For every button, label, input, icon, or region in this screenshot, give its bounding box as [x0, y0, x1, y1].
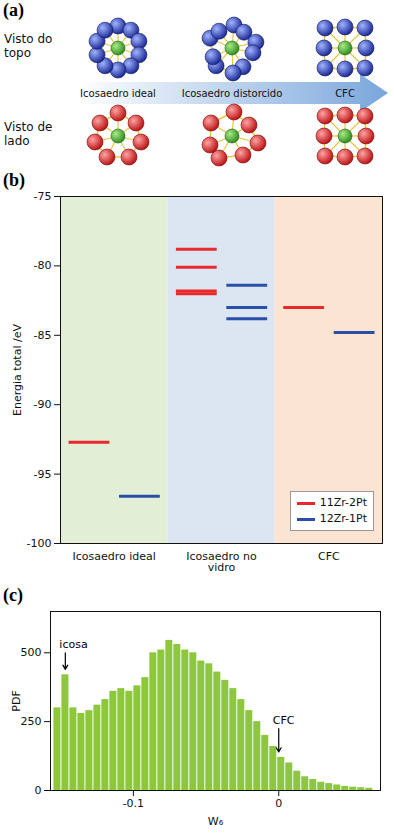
- svg-text:Energia total /eV: Energia total /eV: [11, 324, 24, 416]
- html-text:11Zr-2Pt: 11Zr-2Pt: [319, 496, 367, 509]
- svg-text:Visto dotopo: Visto dotopo: [4, 32, 52, 60]
- svg-text:Visto delado: Visto delado: [4, 120, 52, 148]
- svg-text:CFC: CFC: [273, 714, 295, 727]
- svg-text:Icosaedro ideal: Icosaedro ideal: [80, 88, 156, 99]
- svg-text:-85: -85: [34, 329, 52, 342]
- svg-text:-80: -80: [34, 259, 52, 272]
- svg-text:W₆: W₆: [208, 815, 224, 828]
- svg-text:-75: -75: [34, 190, 52, 203]
- svg-text:CFC: CFC: [335, 88, 355, 99]
- svg-text:500: 500: [21, 646, 42, 659]
- svg-text:Icosaedro distorcido: Icosaedro distorcido: [182, 88, 283, 99]
- svg-text:0: 0: [275, 797, 282, 810]
- svg-text:CFC: CFC: [318, 550, 340, 563]
- html-text:(a): (a): [3, 0, 24, 20]
- html-text:12Zr-1Pt: 12Zr-1Pt: [319, 512, 367, 525]
- svg-text:Icosaedro ideal: Icosaedro ideal: [72, 550, 155, 563]
- svg-text:-0.1: -0.1: [123, 797, 144, 810]
- svg-text:-90: -90: [34, 398, 52, 411]
- svg-text:-100: -100: [27, 537, 52, 550]
- svg-text:icosa: icosa: [59, 638, 87, 651]
- html-text:(b): (b): [3, 170, 25, 190]
- svg-text:Icosaedro novidro: Icosaedro novidro: [186, 550, 257, 574]
- svg-text:PDF: PDF: [10, 690, 23, 711]
- html-text:(c): (c): [3, 585, 23, 605]
- svg-text:250: 250: [21, 715, 42, 728]
- svg-text:0: 0: [35, 784, 42, 797]
- svg-text:-95: -95: [34, 468, 52, 481]
